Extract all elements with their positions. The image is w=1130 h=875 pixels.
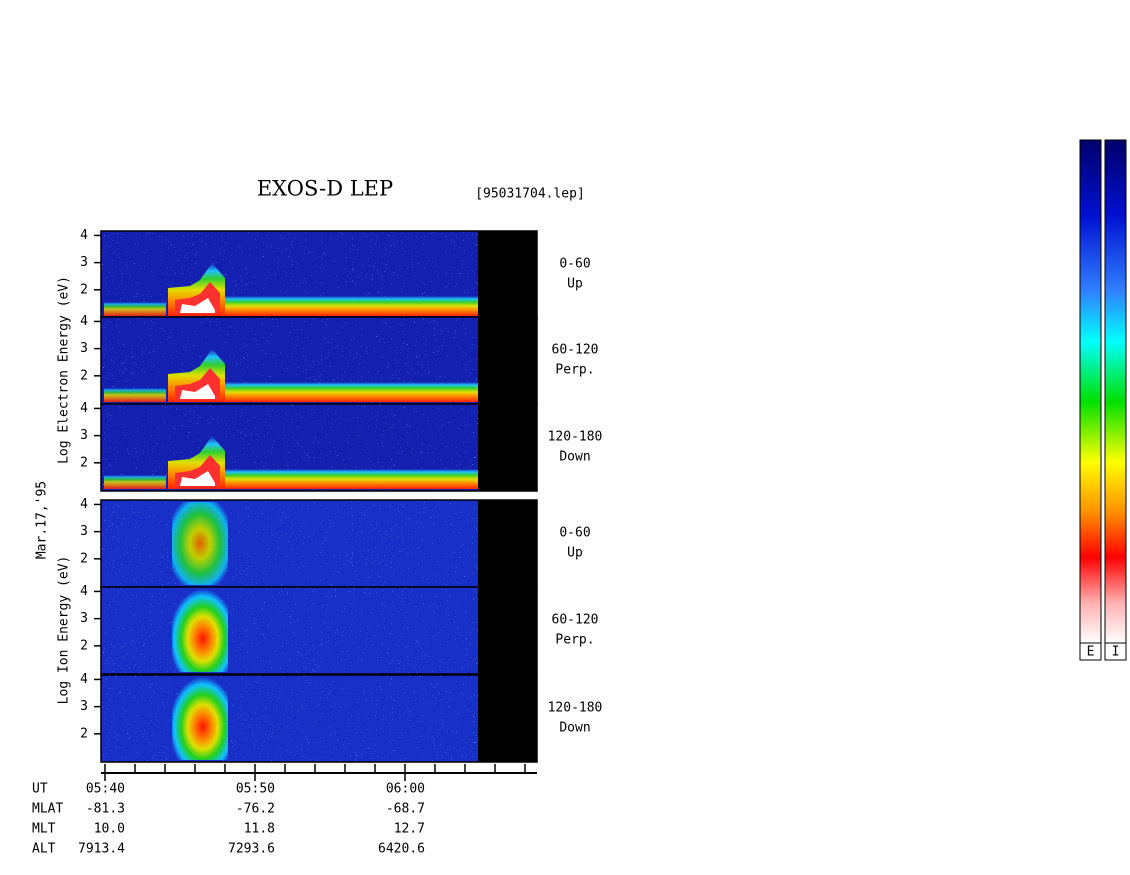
ephemeris-value: -81.3	[86, 802, 125, 817]
y-tick-label: 2	[80, 282, 88, 297]
colorbar	[1079, 139, 1102, 644]
ephemeris-value: 6420.6	[378, 842, 425, 857]
flux-band	[104, 475, 166, 489]
panel-label: 0-60	[559, 526, 590, 541]
ephemeris-value: -76.2	[236, 802, 275, 817]
y-tick-label: 2	[80, 726, 88, 741]
no-data	[478, 675, 537, 762]
burst	[172, 502, 228, 585]
y-tick-label: 4	[80, 228, 88, 243]
panel-label: 120-180	[548, 430, 603, 445]
flux-band	[225, 382, 478, 402]
ephemeris-value: 10.0	[94, 822, 125, 837]
panels: 2 3 4 0-60 Up 2 3 4 60-120 Perp. 2 3 4 120-180 Down 2 3 4…	[80, 228, 603, 763]
panel-label: Up	[567, 546, 583, 561]
spectrogram-panel: 2 3 4 120-180 Down	[80, 672, 603, 763]
x-axis	[101, 764, 537, 781]
y-tick-label: 2	[80, 638, 88, 653]
panel-label: 120-180	[548, 701, 603, 716]
electron-axis-label: Log Electron Energy (eV)	[57, 276, 72, 464]
y-tick-label: 4	[80, 672, 88, 687]
ephemeris-name: UT	[32, 782, 48, 797]
no-data	[478, 404, 537, 491]
ephemeris-value: -68.7	[386, 802, 425, 817]
y-tick-label: 2	[80, 368, 88, 383]
panel-label: Perp.	[555, 633, 594, 648]
colorbar-key-box	[1079, 642, 1102, 661]
y-tick-label: 3	[80, 341, 88, 356]
panel-label: Perp.	[555, 363, 594, 378]
noise	[101, 587, 478, 674]
spectrogram-panel: 2 3 4 60-120 Perp.	[80, 314, 599, 405]
no-data	[478, 587, 537, 674]
y-tick-label: 3	[80, 428, 88, 443]
ephemeris-value: 7913.4	[78, 842, 125, 857]
ephemeris-value: 05:40	[86, 782, 125, 797]
panel-frame	[100, 403, 538, 492]
burst-core	[180, 471, 215, 486]
file-name: [95031704.lep]	[475, 187, 585, 202]
panel-label: 60-120	[552, 343, 599, 358]
y-tick-label: 3	[80, 524, 88, 539]
panel-label: 60-120	[552, 613, 599, 628]
colorbar-key: E	[1087, 645, 1095, 660]
ephemeris-name: ALT	[32, 842, 56, 857]
no-data	[478, 231, 537, 318]
burst-core	[180, 384, 215, 399]
ephemeris-value: 12.7	[394, 822, 425, 837]
y-tick-label: 3	[80, 255, 88, 270]
date-label: Mar.17,'95	[35, 481, 50, 559]
spectrogram-panel: 2 3 4 0-60 Up	[80, 497, 591, 588]
ephemeris-value: 11.8	[244, 822, 275, 837]
y-tick-label: 3	[80, 699, 88, 714]
title: EXOS-D LEP	[257, 177, 393, 201]
ephemeris-value: 7293.6	[228, 842, 275, 857]
ephemeris: UT 05:40 05:50 06:00 MLAT -81.3 -76.2 -68.7 MLT 1…	[32, 782, 425, 857]
ion-axis-label: Log Ion Energy (eV)	[57, 556, 72, 705]
burst	[172, 677, 228, 760]
y-tick-label: 4	[80, 401, 88, 416]
colorbar-key-box	[1104, 642, 1127, 661]
y-tick-label: 2	[80, 455, 88, 470]
spectrogram-panel: 2 3 4 60-120 Perp.	[80, 584, 599, 675]
flux-band	[104, 302, 166, 316]
y-tick-label: 4	[80, 584, 88, 599]
panel-label: Down	[559, 450, 590, 465]
no-data	[478, 500, 537, 587]
spectrogram-panel: 2 3 4 120-180 Down	[80, 401, 603, 492]
ephemeris-name: MLT	[32, 822, 56, 837]
ephemeris-value: 05:50	[236, 782, 275, 797]
noise-dark	[101, 675, 478, 762]
y-tick-label: 4	[80, 497, 88, 512]
y-tick-label: 4	[80, 314, 88, 329]
ephemeris-name: MLAT	[32, 802, 63, 817]
panel-label: Up	[567, 277, 583, 292]
flux-band	[225, 296, 478, 316]
colorbar	[1104, 139, 1127, 644]
flux-band	[104, 388, 166, 402]
noise	[101, 500, 478, 587]
panel-frame	[100, 586, 538, 675]
no-data	[478, 317, 537, 404]
burst	[172, 589, 228, 672]
ephemeris-value: 06:00	[386, 782, 425, 797]
y-tick-label: 2	[80, 551, 88, 566]
spectrogram-panel: 2 3 4 0-60 Up	[80, 228, 591, 319]
colorbar-key: I	[1112, 645, 1120, 660]
panel-label: Down	[559, 721, 590, 736]
y-tick-label: 3	[80, 611, 88, 626]
burst-core	[180, 298, 215, 313]
panel-label: 0-60	[559, 257, 590, 272]
panel-frame	[100, 674, 538, 763]
flux-band	[225, 469, 478, 489]
